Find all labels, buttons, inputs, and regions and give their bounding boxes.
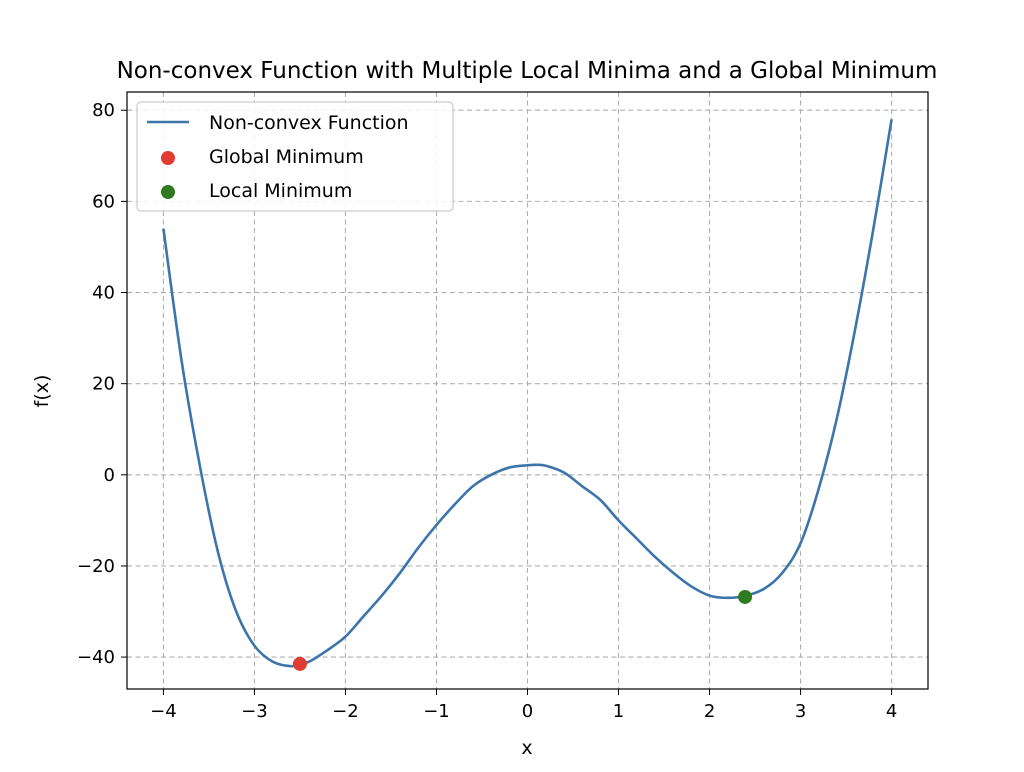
series-line-non-convex-function — [162, 119, 893, 668]
x-axis-label: x — [521, 737, 532, 759]
x-tick-label: −1 — [423, 701, 450, 722]
legend-swatch-marker — [161, 151, 175, 165]
x-axis: −4 −3 −2 −1 0 1 2 3 4 — [150, 689, 897, 722]
y-tick-label: 40 — [92, 283, 115, 304]
x-tick-label: 3 — [795, 701, 806, 722]
chart-title: Non-convex Function with Multiple Local … — [117, 58, 938, 84]
y-tick-label: 0 — [104, 465, 115, 486]
point-local-minimum — [738, 589, 753, 604]
y-tick-label: 60 — [92, 191, 115, 212]
y-axis-label: f(x) — [31, 375, 53, 408]
legend-label: Non-convex Function — [209, 112, 409, 134]
x-tick-label: 2 — [704, 701, 715, 722]
legend-label: Local Minimum — [209, 180, 352, 202]
legend-label: Global Minimum — [209, 146, 364, 168]
y-tick-label: −40 — [77, 647, 115, 668]
x-tick-label: −4 — [150, 701, 177, 722]
x-tick-label: −2 — [332, 701, 359, 722]
x-tick-label: 0 — [522, 701, 533, 722]
x-tick-label: −3 — [241, 701, 268, 722]
legend-box — [136, 101, 454, 212]
y-tick-label: 80 — [92, 100, 115, 121]
point-global-minimum — [292, 656, 307, 671]
legend: Non-convex Function Global Minimum Local M… — [136, 101, 454, 212]
y-tick-label: 20 — [92, 374, 115, 395]
x-tick-label: 4 — [886, 701, 897, 722]
plot-area — [162, 119, 893, 671]
y-tick-label: −20 — [77, 556, 115, 577]
grid-lines — [127, 92, 928, 689]
x-tick-label: 1 — [613, 701, 624, 722]
legend-swatch-marker — [161, 185, 175, 199]
y-axis: −40 −20 0 20 40 60 80 — [77, 100, 127, 668]
